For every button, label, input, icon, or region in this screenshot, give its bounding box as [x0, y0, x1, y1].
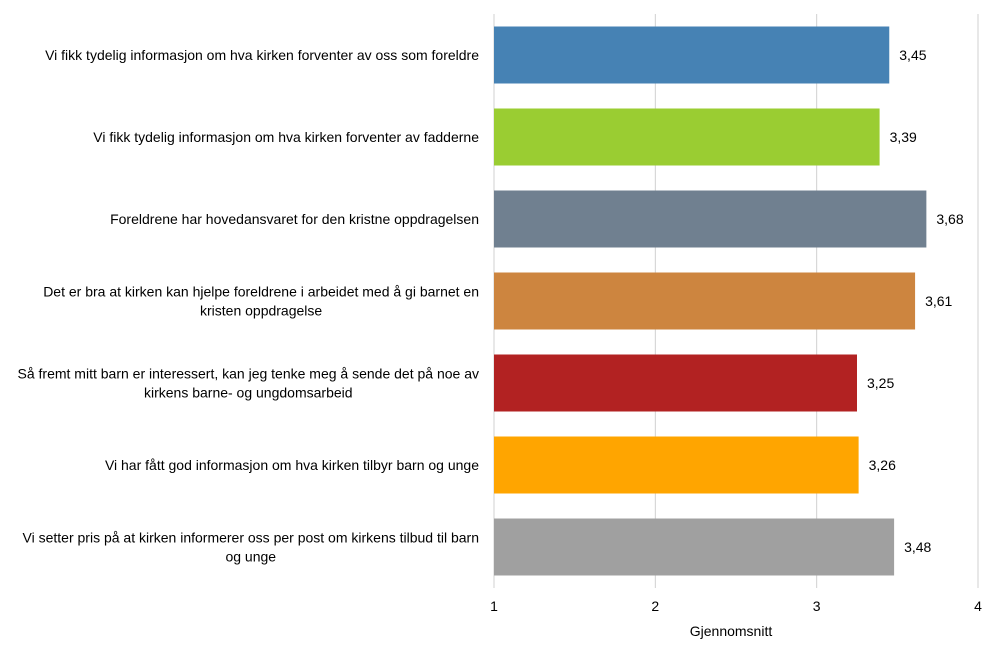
category-label-line: Det er bra at kirken kan hjelpe foreldre…	[43, 284, 479, 300]
x-axis-ticks: 1 2 3 4	[490, 598, 982, 614]
category-label: Vi fikk tydelig informasjon om hva kirke…	[93, 129, 479, 145]
category-labels: Vi fikk tydelig informasjon om hva kirke…	[18, 47, 480, 565]
bar	[494, 518, 895, 576]
category-label: Det er bra at kirken kan hjelpe foreldre…	[43, 284, 479, 319]
data-label: 3,25	[867, 375, 894, 391]
data-label: 3,39	[890, 129, 917, 145]
category-label-line: og unge	[225, 549, 276, 565]
x-axis-title: Gjennomsnitt	[690, 623, 773, 639]
bar	[494, 26, 890, 84]
category-label-line: kristen oppdragelse	[200, 303, 322, 319]
category-label: Foreldrene har hovedansvaret for den kri…	[110, 211, 479, 227]
bars	[494, 26, 927, 576]
bar	[494, 272, 916, 330]
category-label-line: kirkens barne- og ungdomsarbeid	[144, 385, 353, 401]
bar	[494, 436, 859, 494]
bar	[494, 108, 880, 166]
x-tick-label: 2	[651, 598, 659, 614]
x-tick-label: 4	[974, 598, 982, 614]
x-tick-label: 1	[490, 598, 498, 614]
category-label: Så fremt mitt barn er interessert, kan j…	[18, 366, 479, 401]
bar	[494, 190, 927, 248]
data-labels: 3,45 3,39 3,68 3,61 3,25 3,26 3,48	[867, 47, 964, 555]
category-label: Vi fikk tydelig informasjon om hva kirke…	[45, 47, 479, 63]
category-label: Vi har fått god informasjon om hva kirke…	[105, 457, 479, 473]
data-label: 3,45	[899, 47, 926, 63]
bar	[494, 354, 857, 412]
category-label-line: Vi setter pris på at kirken informerer o…	[23, 530, 479, 546]
x-tick-label: 3	[813, 598, 821, 614]
data-label: 3,68	[936, 211, 963, 227]
category-label-line: Så fremt mitt barn er interessert, kan j…	[18, 366, 479, 382]
data-label: 3,48	[904, 539, 931, 555]
data-label: 3,26	[869, 457, 896, 473]
category-label: Vi setter pris på at kirken informerer o…	[23, 530, 479, 565]
data-label: 3,61	[925, 293, 952, 309]
